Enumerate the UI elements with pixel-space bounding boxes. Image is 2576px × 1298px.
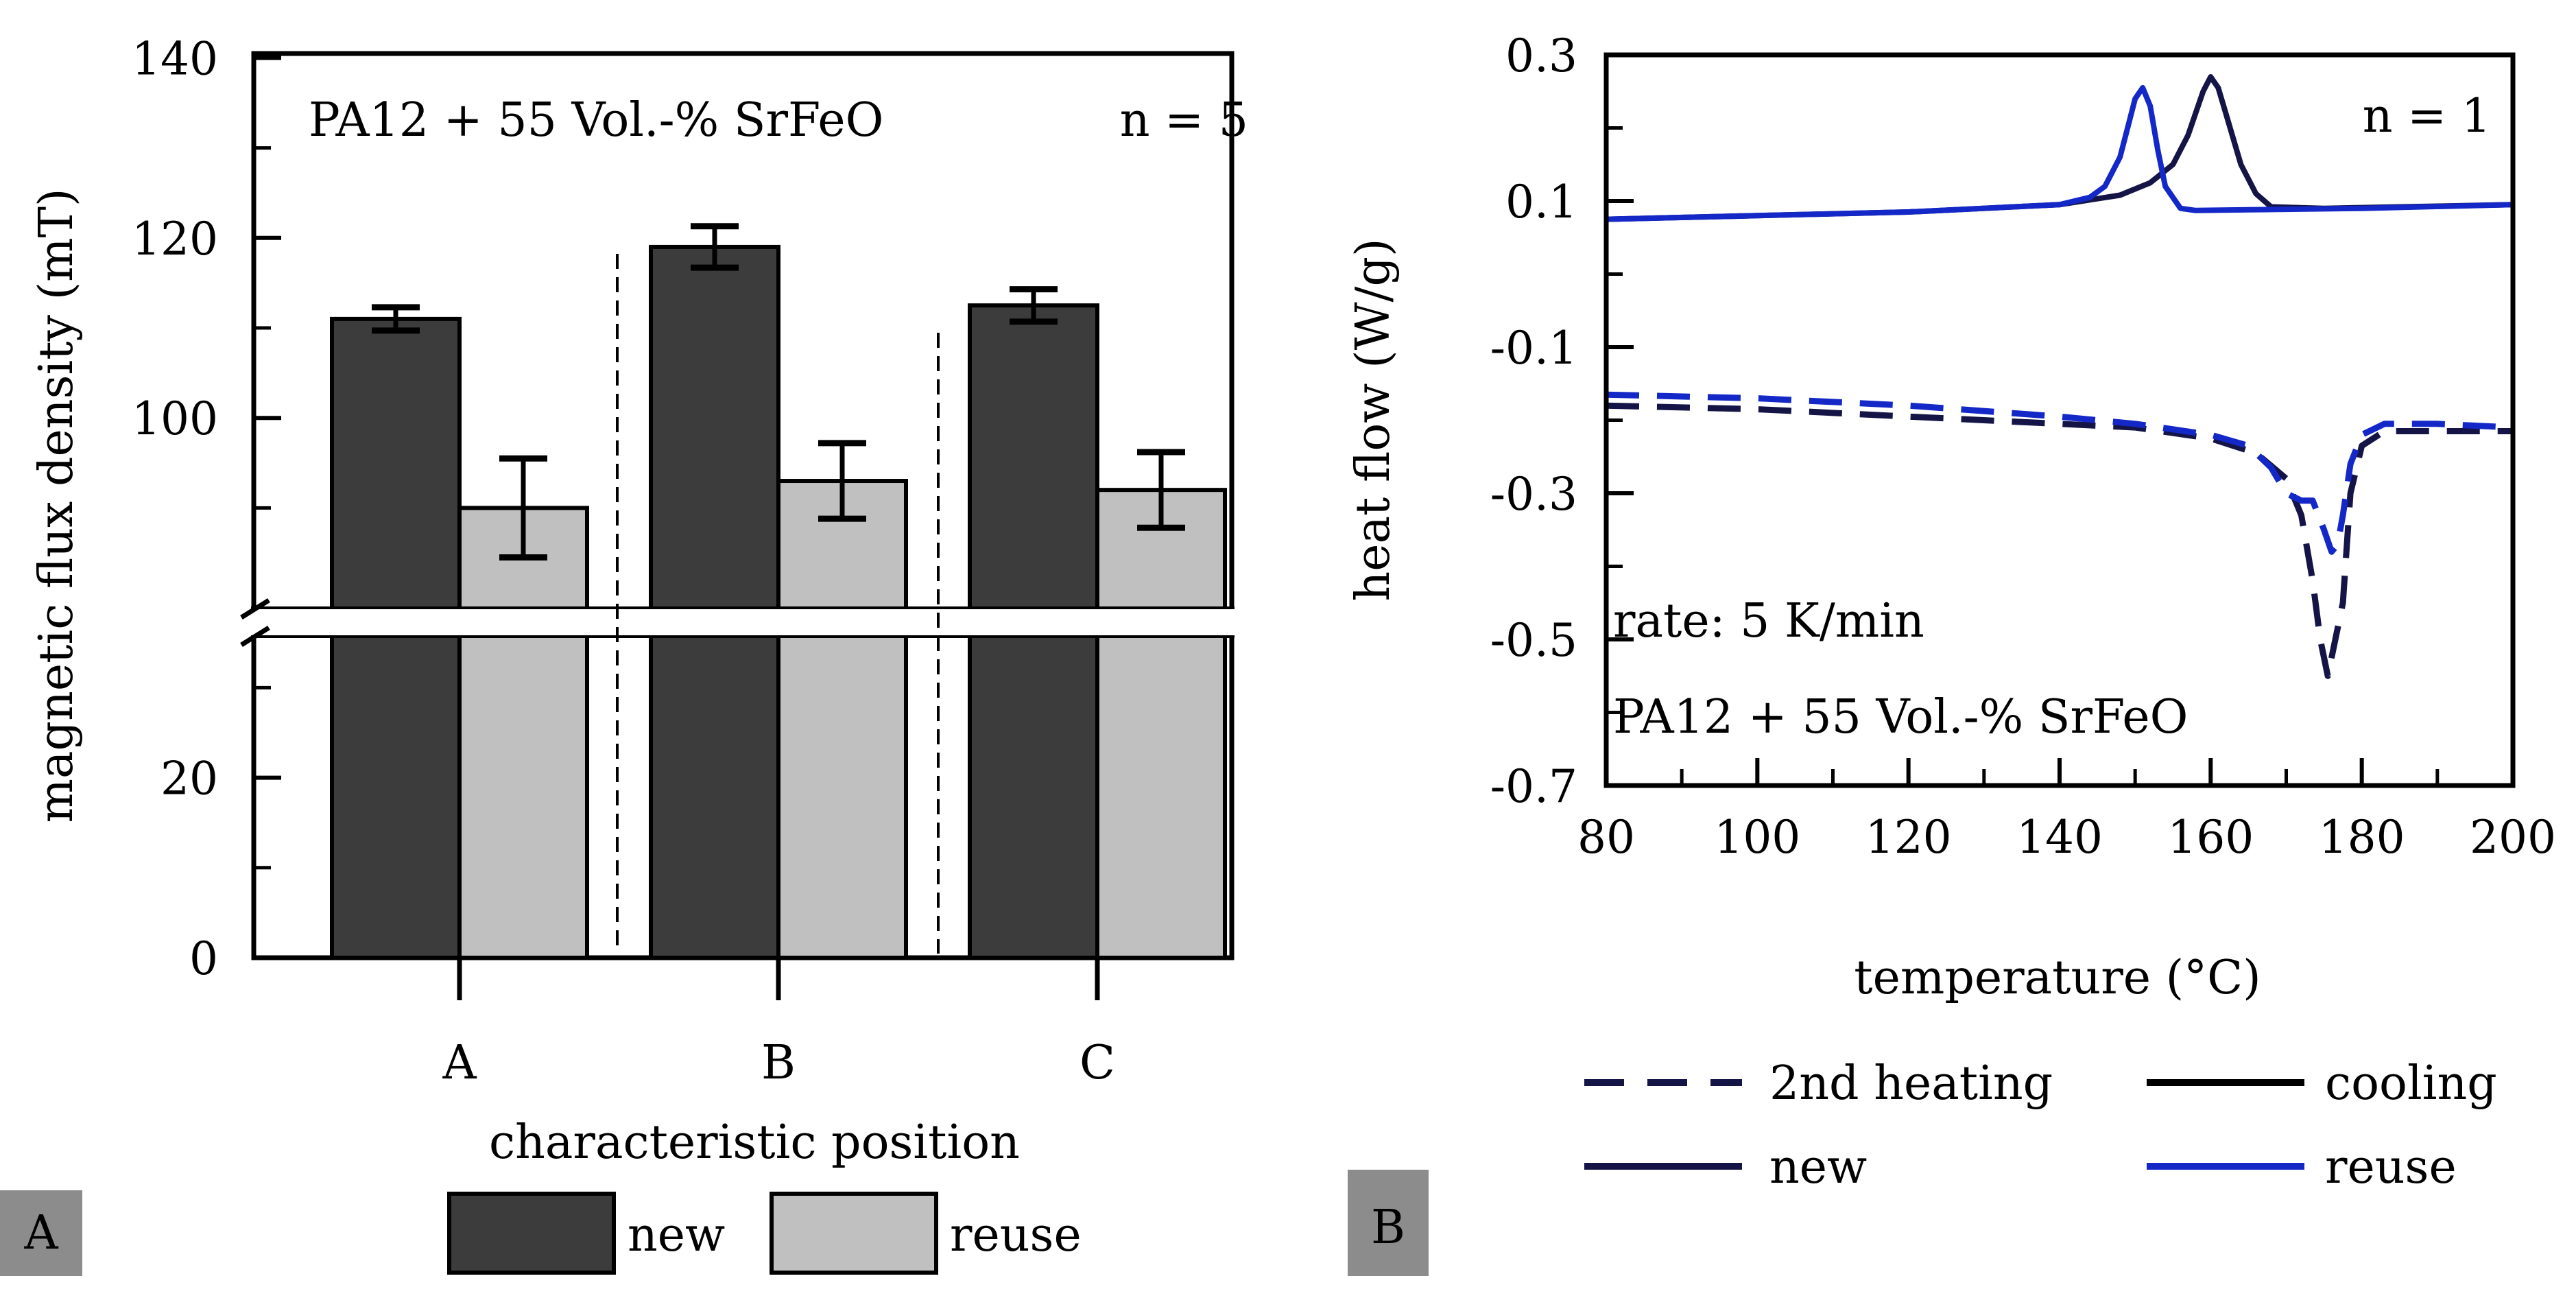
legend-label-new-b: new (1769, 1140, 1867, 1194)
error-bar-reuse-B (818, 440, 866, 522)
legend-label-reuse-b: reuse (2325, 1140, 2457, 1194)
y-tick-label-120: 120 (132, 213, 218, 266)
b-y-tick-label--0.1: -0.1 (1490, 322, 1577, 375)
error-bar-new-C (1010, 286, 1058, 325)
b-x-tick-label-100: 100 (1714, 811, 1800, 864)
panel-a-xlabel: characteristic position (489, 1116, 1020, 1170)
bar-new-A (330, 316, 462, 960)
panel-b-plot-frame (1603, 52, 2516, 788)
error-bar-reuse-A (499, 455, 547, 561)
bar-reuse-A (457, 506, 589, 960)
b-y-tick-label--0.7: -0.7 (1490, 760, 1577, 813)
error-bar-reuse-C (1137, 449, 1185, 531)
bar-new-B (649, 244, 780, 960)
panel-b-xlabel: temperature (°C) (1854, 951, 2261, 1005)
axis-break-mark-1 (240, 598, 270, 620)
y-tick-label-100: 100 (132, 392, 218, 445)
b-y-tick-label-0.3: 0.3 (1505, 30, 1577, 82)
b-x-tick-label-80: 80 (1577, 811, 1635, 864)
legend-label-reuse: reuse (950, 1208, 1082, 1262)
panel-a-annotation-material: PA12 + 55 Vol.-% SrFeO (309, 93, 883, 148)
b-y-tick-label-0.1: 0.1 (1505, 176, 1577, 228)
legend-label-cooling: cooling (2325, 1057, 2497, 1111)
panel-a-label-box (0, 1190, 82, 1276)
series-cooling-reuse (1606, 84, 2513, 222)
b-y-tick-label--0.3: -0.3 (1490, 468, 1577, 521)
legend-label-2nd-heating: 2nd heating (1769, 1057, 2053, 1111)
b-x-tick-label-120: 120 (1865, 811, 1952, 864)
x-tick-label-A: A (442, 1036, 477, 1090)
panel-b-line-chart: 0.3 0.1 -0.1 -0.3 -0.5 -0.7 80 100 120 140 160 180… (1346, 30, 2556, 1276)
bar-reuse-B (776, 479, 908, 960)
y-tick-label-20: 20 (160, 753, 218, 805)
b-x-tick-label-200: 200 (2470, 811, 2556, 864)
b-x-tick-label-160: 160 (2167, 811, 2254, 864)
bar-reuse-C (1095, 488, 1227, 960)
panel-b-ylabel: heat flow (W/g) (1346, 238, 1400, 601)
axis-break-band (251, 608, 1235, 637)
panel-b-annotation-material: PA12 + 55 Vol.-% SrFeO (1613, 690, 2188, 744)
b-x-tick-label-180: 180 (2319, 811, 2405, 864)
y-tick-label-140: 140 (132, 32, 218, 85)
legend-swatch-reuse (770, 1192, 938, 1275)
panel-b-label: B (1371, 1201, 1405, 1255)
panel-a-ylabel: magnetic flux density (mT) (29, 189, 84, 823)
x-tick-label-B: B (761, 1036, 796, 1090)
y-tick-label-0: 0 (189, 932, 218, 985)
panel-a-label: A (23, 1206, 58, 1260)
panel-b-label-box (1348, 1170, 1429, 1276)
b-y-tick-label--0.5: -0.5 (1490, 614, 1577, 667)
series-2nd-heating-reuse (1606, 391, 2513, 555)
axis-break-mark-2 (240, 626, 270, 647)
x-tick-label-C: C (1080, 1036, 1115, 1090)
legend-swatch-new (447, 1192, 616, 1275)
series-2nd-heating-new (1606, 402, 2513, 679)
error-bar-new-B (691, 223, 739, 271)
panel-a-annotation-n: n = 5 (1120, 93, 1248, 148)
panel-b-annotation-n: n = 1 (2363, 89, 2491, 143)
error-bar-new-A (372, 304, 420, 334)
panel-b-annotation-rate: rate: 5 K/min (1613, 594, 1924, 648)
legend-label-new: new (628, 1208, 725, 1262)
b-x-tick-label-140: 140 (2016, 811, 2103, 864)
